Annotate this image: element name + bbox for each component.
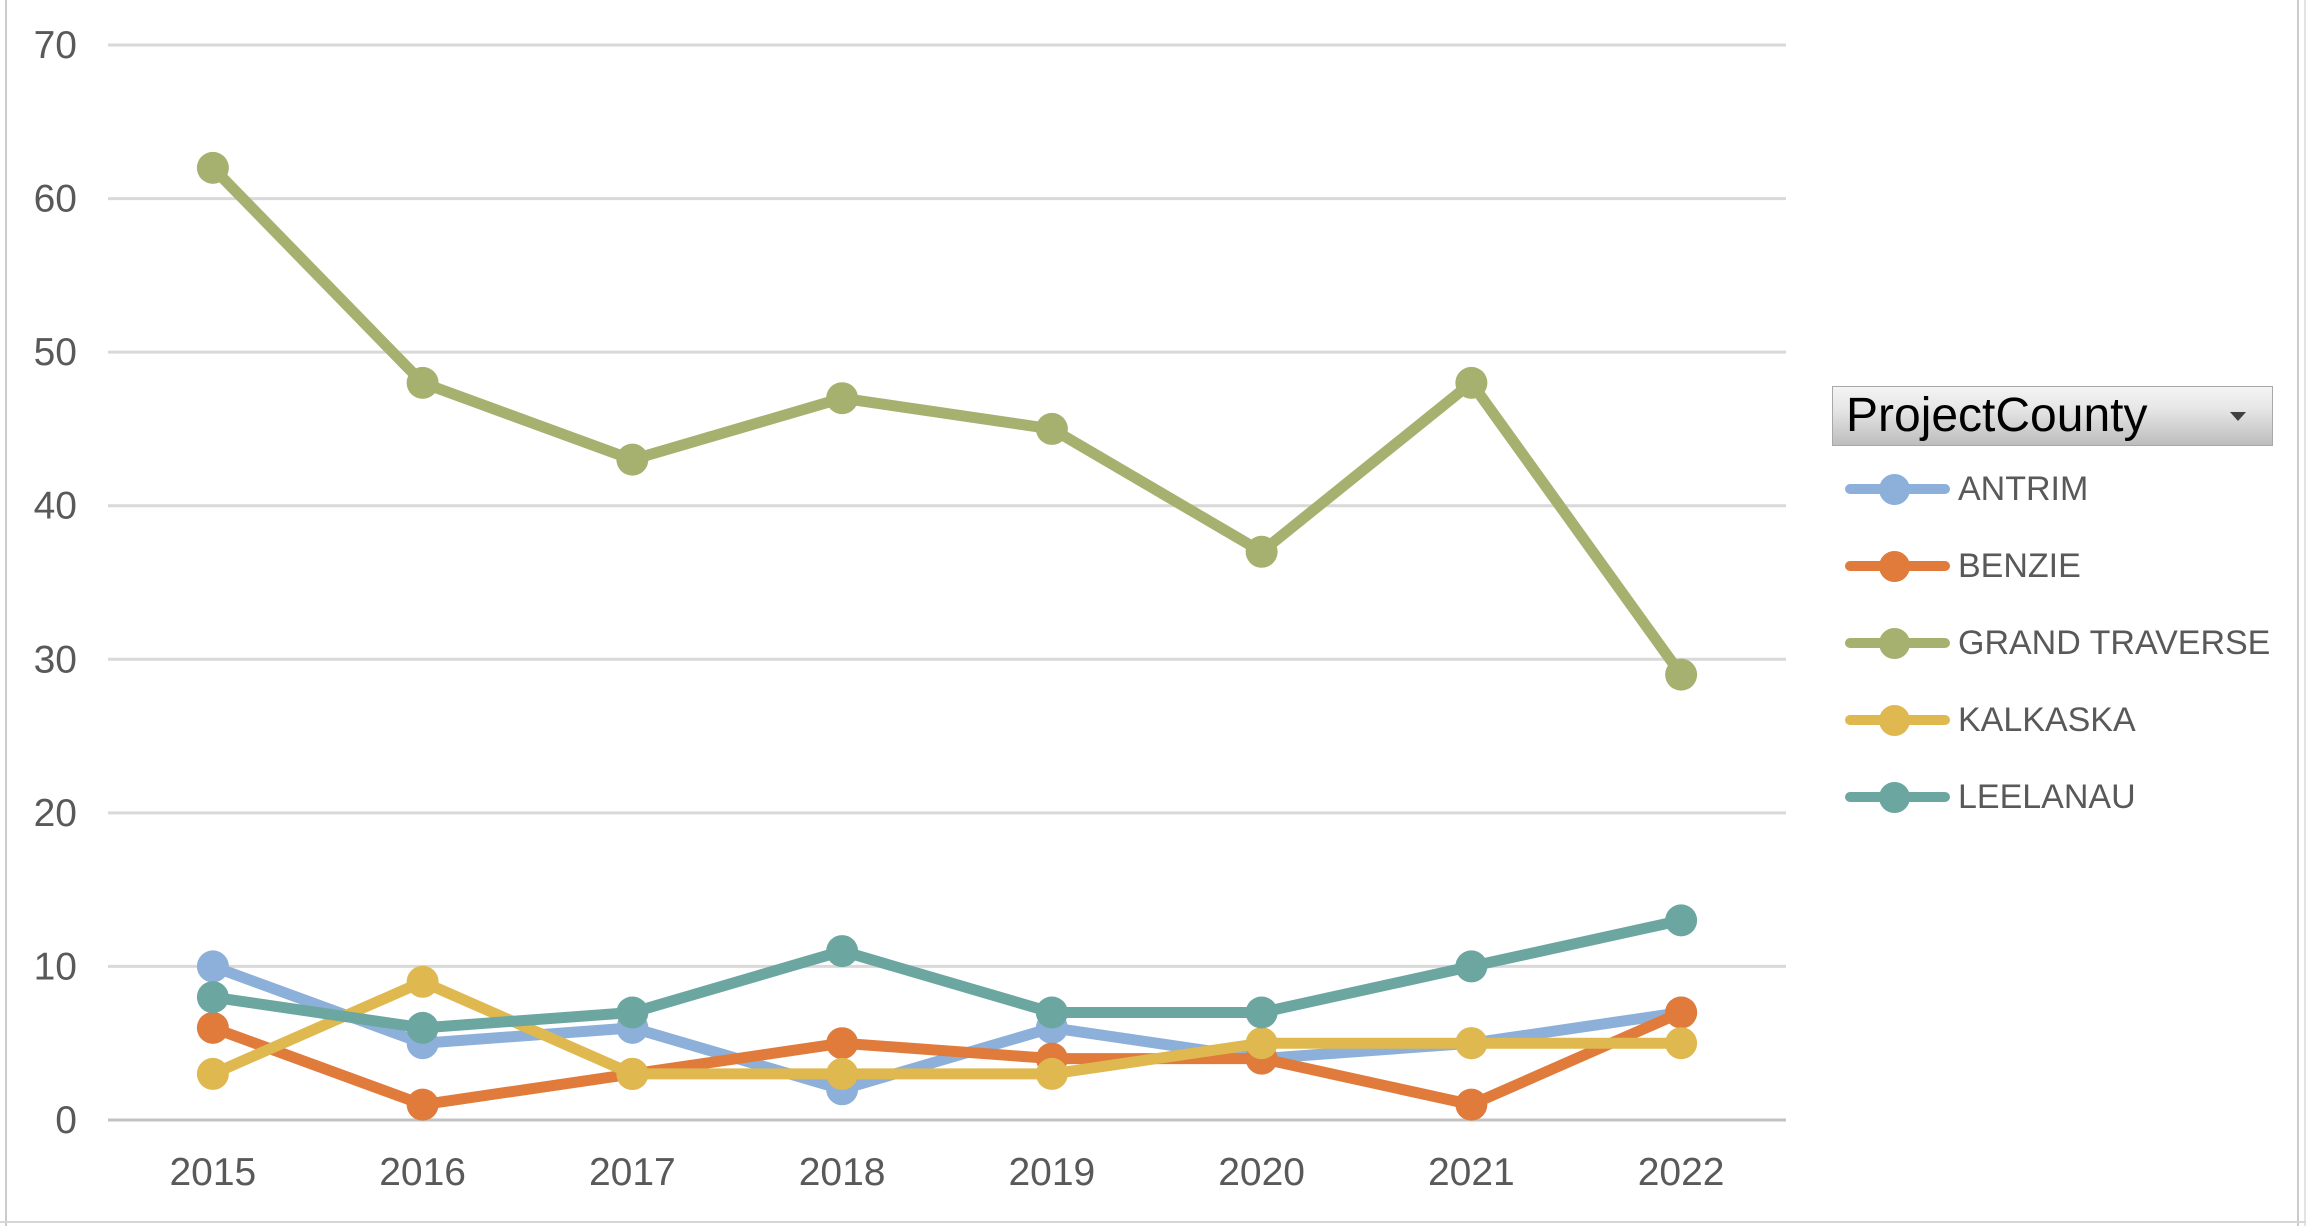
y-axis-tick-label: 60 <box>34 178 77 221</box>
y-axis-tick-label: 30 <box>34 638 77 681</box>
projectcounty-filter-button[interactable]: ProjectCounty <box>1832 386 2273 446</box>
y-axis-tick-label: 70 <box>34 24 77 67</box>
series-line-benzie[interactable] <box>207 1007 1687 1111</box>
data-point-kalkaska-2015[interactable] <box>196 1057 229 1090</box>
data-point-kalkaska-2022[interactable] <box>1665 1027 1698 1060</box>
legend-label: LEELANAU <box>1958 777 2136 816</box>
data-point-leelanau-2018[interactable] <box>826 935 859 968</box>
data-point-benzie-2015[interactable] <box>196 1011 229 1044</box>
data-point-kalkaska-2016[interactable] <box>406 965 439 998</box>
data-point-kalkaska-2017[interactable] <box>616 1057 649 1090</box>
x-axis-tick-label: 2017 <box>589 1151 676 1194</box>
field-button-label: ProjectCounty <box>1846 389 2148 442</box>
legend-marker-dot <box>1879 550 1910 582</box>
legend-marker-benzie <box>1845 550 1950 582</box>
window-border-bottom <box>0 1221 2306 1223</box>
data-point-leelanau-2015[interactable] <box>196 981 229 1014</box>
data-point-leelanau-2016[interactable] <box>406 1011 439 1044</box>
legend-label: BENZIE <box>1958 546 2081 585</box>
legend-item-leelanau[interactable]: LEELANAU <box>1832 758 2280 835</box>
data-point-grand-traverse-2021[interactable] <box>1455 366 1488 399</box>
legend-marker-leelanau <box>1845 781 1950 813</box>
data-point-grand-traverse-2018[interactable] <box>826 382 859 415</box>
x-axis-tick-label: 2021 <box>1428 1151 1515 1194</box>
legend-label: GRAND TRAVERSE <box>1958 623 2271 662</box>
data-point-grand-traverse-2017[interactable] <box>616 443 649 476</box>
dropdown-arrow-icon[interactable] <box>2230 412 2246 421</box>
legend-marker-grand-traverse <box>1845 627 1950 659</box>
y-axis-tick-label: 40 <box>34 485 77 528</box>
series-line-grand-traverse[interactable] <box>207 162 1687 681</box>
series-line-kalkaska[interactable] <box>207 976 1687 1080</box>
data-point-leelanau-2019[interactable] <box>1035 996 1068 1029</box>
data-point-grand-traverse-2020[interactable] <box>1245 535 1278 568</box>
y-axis-tick-label: 10 <box>34 945 77 988</box>
data-point-leelanau-2020[interactable] <box>1245 996 1278 1029</box>
data-point-grand-traverse-2015[interactable] <box>196 151 229 184</box>
legend: ProjectCounty ANTRIM BENZIE GRAND TRAVERSE… <box>1832 386 2280 835</box>
legend-entries: ANTRIM BENZIE GRAND TRAVERSE KALKASKA LEELAN… <box>1832 450 2280 835</box>
x-axis-tick-label: 2016 <box>379 1151 466 1194</box>
legend-marker-dot <box>1879 627 1910 659</box>
x-axis-tick-label: 2019 <box>1008 1151 1095 1194</box>
data-point-kalkaska-2021[interactable] <box>1455 1027 1488 1060</box>
data-point-benzie-2018[interactable] <box>826 1027 859 1060</box>
data-point-antrim-2015[interactable] <box>196 950 229 983</box>
x-axis-tick-label: 2018 <box>799 1151 886 1194</box>
y-axis-tick-label: 0 <box>55 1099 77 1142</box>
legend-marker-dot <box>1879 473 1910 505</box>
data-point-leelanau-2021[interactable] <box>1455 950 1488 983</box>
y-axis-tick-label: 20 <box>34 792 77 835</box>
data-point-grand-traverse-2019[interactable] <box>1035 412 1068 445</box>
legend-marker-dot <box>1879 781 1910 813</box>
window-edge-right <box>2304 0 2306 1226</box>
legend-item-benzie[interactable]: BENZIE <box>1832 527 2280 604</box>
gridlines <box>108 43 1786 1122</box>
data-point-grand-traverse-2022[interactable] <box>1665 658 1698 691</box>
series-line-leelanau[interactable] <box>207 914 1687 1034</box>
series-leelanau <box>196 904 1698 1044</box>
y-axis-tick-label: 50 <box>34 331 77 374</box>
legend-item-antrim[interactable]: ANTRIM <box>1832 450 2280 527</box>
x-axis-tick-label: 2015 <box>169 1151 256 1194</box>
data-point-benzie-2016[interactable] <box>406 1088 439 1121</box>
data-point-kalkaska-2018[interactable] <box>826 1057 859 1090</box>
x-axis-tick-labels: 2015 2016 2017 2018 2019 2020 2021 2022 <box>169 1151 1724 1194</box>
legend-item-kalkaska[interactable]: KALKASKA <box>1832 681 2280 758</box>
data-point-benzie-2022[interactable] <box>1665 996 1698 1029</box>
window-border-left <box>5 0 7 1226</box>
data-point-benzie-2021[interactable] <box>1455 1088 1488 1121</box>
series-kalkaska <box>196 965 1698 1090</box>
legend-marker-dot <box>1879 704 1910 736</box>
data-point-kalkaska-2020[interactable] <box>1245 1027 1278 1060</box>
series-grand-traverse <box>196 151 1698 691</box>
legend-item-grand-traverse[interactable]: GRAND TRAVERSE <box>1832 604 2280 681</box>
legend-label: KALKASKA <box>1958 700 2136 739</box>
legend-marker-antrim <box>1845 473 1950 505</box>
window-border-right <box>2297 0 2299 1226</box>
data-point-kalkaska-2019[interactable] <box>1035 1057 1068 1090</box>
legend-label: ANTRIM <box>1958 469 2089 508</box>
data-point-grand-traverse-2016[interactable] <box>406 366 439 399</box>
x-axis-tick-label: 2022 <box>1638 1151 1725 1194</box>
x-axis-tick-label: 2020 <box>1218 1151 1305 1194</box>
data-point-leelanau-2017[interactable] <box>616 996 649 1029</box>
data-point-leelanau-2022[interactable] <box>1665 904 1698 937</box>
legend-marker-kalkaska <box>1845 704 1950 736</box>
y-axis-tick-labels: 0 10 20 30 40 50 60 70 <box>34 24 77 1142</box>
